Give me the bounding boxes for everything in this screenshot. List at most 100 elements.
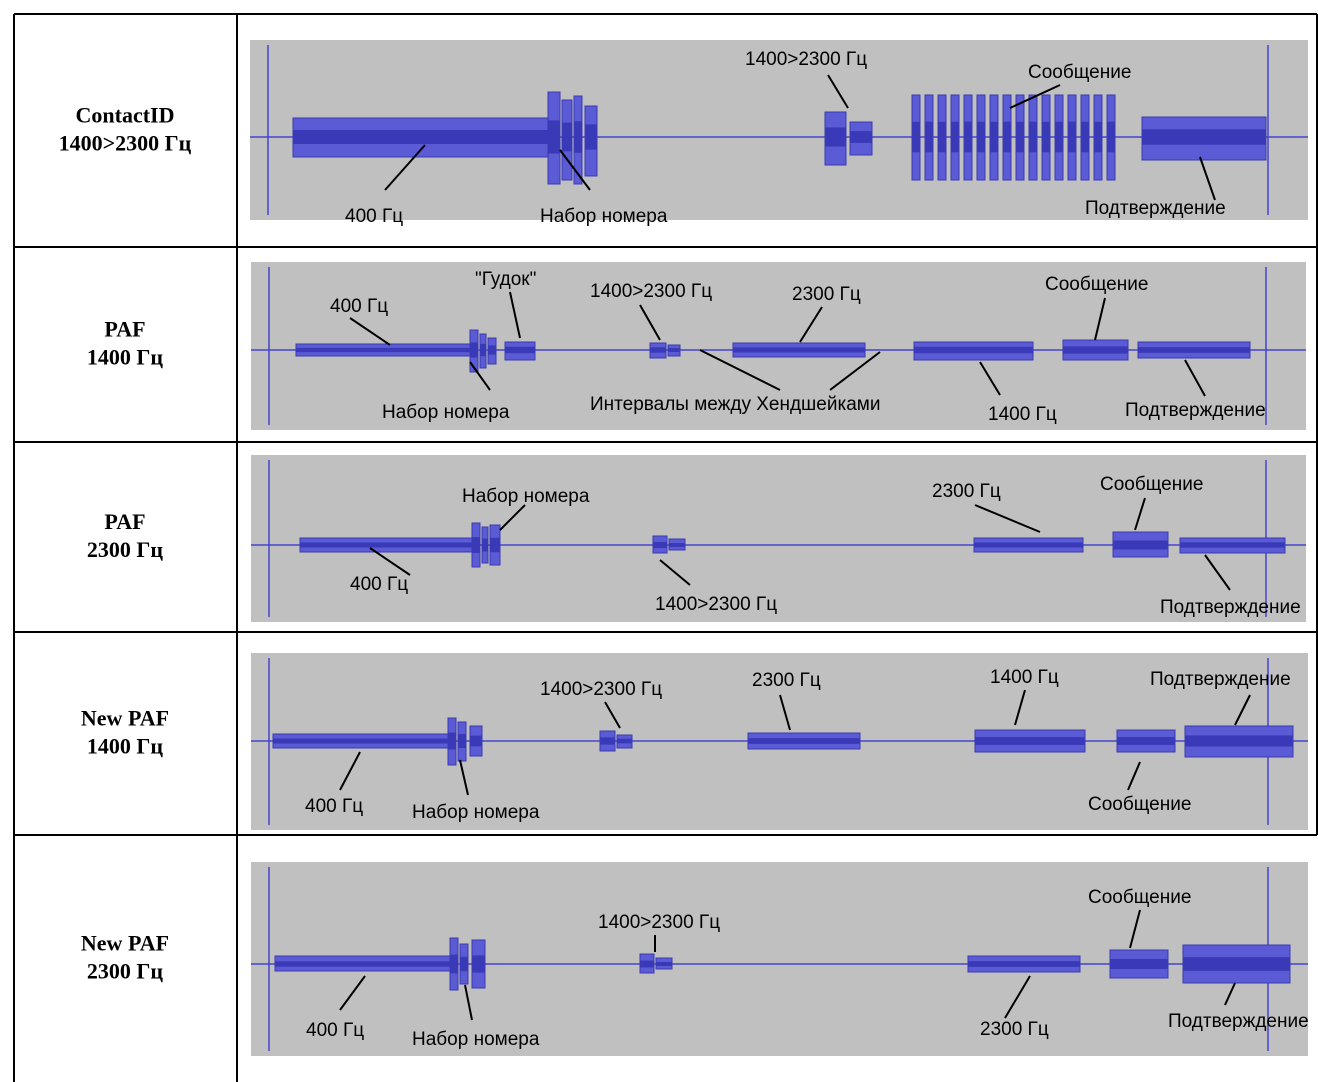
waveform-core xyxy=(653,542,667,548)
waveform-core xyxy=(975,737,1085,745)
waveform-core xyxy=(574,121,582,153)
waveform-core xyxy=(656,962,672,966)
waveform-core xyxy=(617,739,632,744)
waveform-core xyxy=(733,347,865,352)
waveform-core xyxy=(1094,122,1102,153)
annotation: 1400>2300 Гц xyxy=(745,49,867,70)
waveform-core xyxy=(968,961,1080,967)
annotation: Сообщение xyxy=(1028,62,1131,83)
waveform-core xyxy=(293,130,560,144)
row-label: New PAF xyxy=(81,931,169,956)
waveform-core xyxy=(1055,122,1063,153)
waveform-core xyxy=(640,961,654,968)
row-label: New PAF xyxy=(81,706,169,731)
waveform-core xyxy=(585,124,597,149)
waveform-core xyxy=(668,348,680,352)
annotation: 1400>2300 Гц xyxy=(590,281,712,302)
annotation: 1400 Гц xyxy=(990,667,1059,688)
waveform-core xyxy=(600,737,615,744)
waveform-core xyxy=(458,734,466,748)
waveform-core xyxy=(460,957,468,971)
waveform-core xyxy=(974,542,1083,547)
waveform-core xyxy=(825,127,846,146)
row-label: ContactID xyxy=(76,103,175,128)
waveform-core xyxy=(300,542,472,547)
annotation: "Гудок" xyxy=(475,269,536,290)
row-label: PAF xyxy=(104,509,145,534)
waveform-core xyxy=(650,347,666,352)
annotation: Сообщение xyxy=(1100,474,1203,495)
waveform-core xyxy=(1110,959,1168,969)
waveform-core xyxy=(275,961,450,966)
waveform-core xyxy=(505,347,535,353)
waveform-core xyxy=(450,955,458,974)
waveform-core xyxy=(1113,541,1168,550)
waveform-core xyxy=(482,539,488,552)
annotation: Набор номера xyxy=(382,402,510,423)
waveform-core xyxy=(925,122,933,153)
waveform-core xyxy=(990,122,998,153)
annotation: Подтверждение xyxy=(1150,669,1291,690)
page: ContactID 1400>2300 Гц 1400>2300 Гц Сообщен… xyxy=(0,0,1318,1082)
annotation: 400 Гц xyxy=(350,574,408,595)
waveform-core xyxy=(1003,122,1011,153)
waveform-core xyxy=(448,733,456,750)
waveform-core xyxy=(1183,957,1290,971)
row-label: 2300 Гц xyxy=(87,537,163,562)
waveform-core xyxy=(669,543,685,547)
waveform-core xyxy=(1029,122,1037,153)
annotation: 400 Гц xyxy=(345,206,403,227)
row-label: 1400 Гц xyxy=(87,345,163,370)
annotation: Набор номера xyxy=(412,1029,540,1050)
annotation: 1400>2300 Гц xyxy=(540,679,662,700)
waveform-core xyxy=(1016,122,1024,153)
waveform-core xyxy=(490,538,500,552)
row-label: 2300 Гц xyxy=(87,959,163,984)
annotation: Сообщение xyxy=(1045,274,1148,295)
waveform-core xyxy=(470,342,478,357)
waveform-core xyxy=(472,537,480,553)
waveform-core xyxy=(1142,129,1266,144)
annotation: 2300 Гц xyxy=(980,1019,1049,1040)
waveform-core xyxy=(1063,346,1128,353)
waveform-core xyxy=(850,131,872,143)
table-row: PAF 2300 Гц Набор номера 2300 Гц Сообщение 40… xyxy=(87,455,1306,622)
waveform-core xyxy=(912,122,920,153)
row-label: 1400>2300 Гц xyxy=(59,131,192,156)
annotation: Подтверждение xyxy=(1085,198,1226,219)
waveform-core xyxy=(964,122,972,153)
annotation: 1400 Гц xyxy=(988,404,1057,425)
waveform-core xyxy=(472,955,485,972)
annotation: Интервалы между Хендшейками xyxy=(590,394,880,415)
waveform-core xyxy=(914,347,1033,353)
annotation: Подтверждение xyxy=(1168,1011,1309,1032)
waveform-core xyxy=(1042,122,1050,153)
waveform-core xyxy=(977,122,985,153)
waveform-core xyxy=(273,738,450,743)
annotation: 400 Гц xyxy=(305,796,363,817)
waveform-core xyxy=(1107,122,1115,153)
waveform-core xyxy=(1117,737,1175,745)
waveform-core xyxy=(1180,542,1285,547)
annotation: 2300 Гц xyxy=(752,670,821,691)
waveform-core xyxy=(1068,122,1076,153)
table-row: ContactID 1400>2300 Гц 1400>2300 Гц Сообщен… xyxy=(59,40,1308,227)
waveform-core xyxy=(296,348,470,352)
annotation: Набор номера xyxy=(412,802,540,823)
annotation: Подтверждение xyxy=(1125,400,1266,421)
annotation: 2300 Гц xyxy=(932,481,1001,502)
waveform-core xyxy=(548,120,560,153)
annotation: 1400>2300 Гц xyxy=(655,594,777,615)
annotation: Набор номера xyxy=(462,486,590,507)
waveform-core xyxy=(951,122,959,153)
waveform-core xyxy=(1081,122,1089,153)
waveform-core xyxy=(470,736,482,747)
annotation: Подтверждение xyxy=(1160,597,1301,618)
waveform-core xyxy=(748,738,860,744)
annotation: 400 Гц xyxy=(330,296,388,317)
waveform-core xyxy=(562,123,572,152)
waveform-core xyxy=(480,344,486,356)
annotation: Набор номера xyxy=(540,206,668,227)
